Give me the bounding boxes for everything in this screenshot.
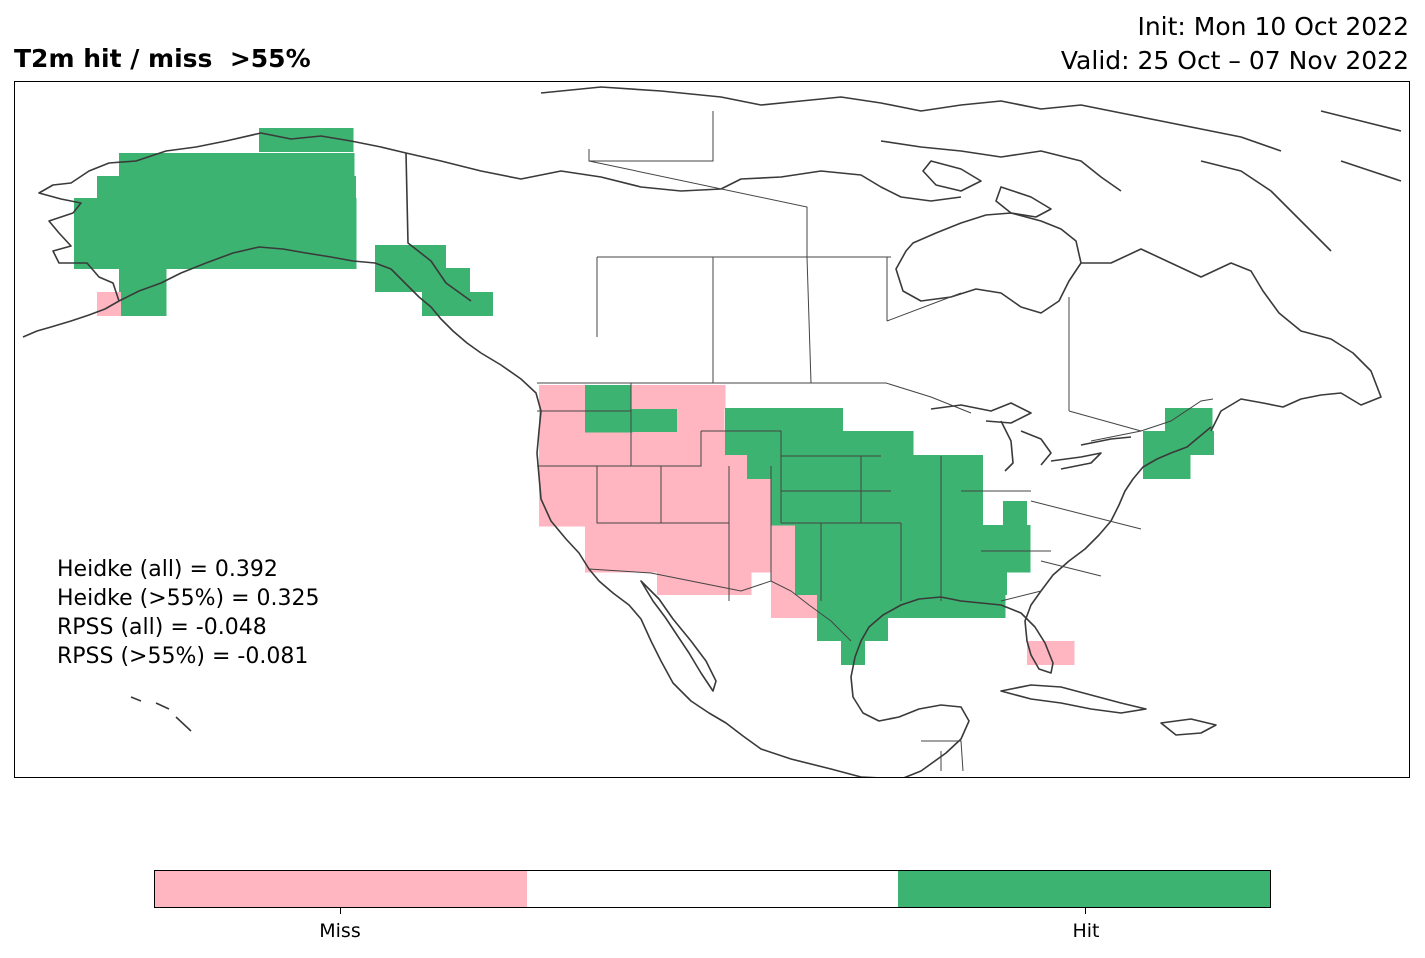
rpss-55: RPSS (>55%) = -0.081 [57, 644, 309, 669]
grid-cell-hit [375, 245, 446, 269]
grid-cell-hit [959, 455, 983, 479]
grid-cell-hit [841, 641, 865, 665]
map-title: T2m hit / miss >55% [14, 44, 311, 73]
colorbar-label-hit: Hit [1072, 920, 1100, 942]
grid-cell-hit [422, 292, 493, 316]
labrador-coast [1081, 248, 1382, 432]
colorbar-neutral-segment [526, 871, 899, 907]
grid-cell-hit [1143, 431, 1214, 455]
grid-cell-miss [609, 548, 633, 572]
rpss-all: RPSS (all) = -0.048 [57, 615, 267, 640]
grid-cell-hit [1003, 501, 1027, 525]
grid-cell-hit [585, 385, 633, 433]
map-panel [14, 81, 1410, 778]
us-states [537, 383, 1142, 602]
gulf-coast [850, 426, 1212, 777]
map-svg [22, 86, 1402, 777]
colorbar-tick-miss [340, 908, 341, 914]
borders [537, 111, 1214, 772]
colorbar-tick-hit [1085, 908, 1086, 914]
coastlines [22, 86, 1402, 777]
grid-cell-miss [747, 478, 771, 573]
canada-provinces [588, 111, 1142, 432]
grid-cell-miss [631, 385, 726, 409]
cuba [1000, 684, 1147, 714]
great-lakes [930, 402, 1132, 472]
alaska-coast [22, 132, 482, 354]
grid-cell-hit [817, 594, 1006, 618]
grid-cell-hit [1143, 455, 1191, 479]
us-mexico-border [588, 568, 852, 642]
grid-cell-hit [119, 153, 355, 177]
grid-cell-hit [725, 431, 914, 455]
alaska-canada-border [405, 152, 472, 302]
grid-cell-hit [1003, 548, 1027, 572]
grid-cell-hit [795, 525, 1031, 573]
grid-cell-hit [771, 478, 983, 526]
grid-cell-hit [259, 128, 354, 152]
heidke-all: Heidke (all) = 0.392 [57, 557, 278, 582]
canada-arctic-coast [405, 152, 962, 202]
colorbar-miss-segment [155, 871, 527, 907]
valid-period: Valid: 25 Oct – 07 Nov 2022 [1060, 46, 1409, 75]
hawaii [130, 696, 192, 732]
grid-cell-miss [771, 594, 819, 618]
grid-cell-hit [74, 198, 357, 269]
arctic-islands [540, 86, 1402, 252]
init-date: Init: Mon 10 Oct 2022 [1137, 12, 1409, 41]
skill-scores: Heidke (all) = 0.392 Heidke (>55%) = 0.3… [57, 555, 320, 671]
grid-cell-hit [119, 292, 167, 316]
baja-gulf [640, 580, 717, 692]
grid-cell-miss [563, 478, 775, 526]
central-america [921, 740, 964, 772]
grid-cell-miss [657, 571, 752, 595]
hudson-bay [895, 212, 1082, 314]
us-canada-border [537, 382, 1214, 442]
date-info: Init: Mon 10 Oct 2022 Valid: 25 Oct – 07… [1061, 10, 1409, 78]
colorbar-label-miss: Miss [319, 920, 361, 942]
colorbar [154, 870, 1271, 908]
hispaniola [1160, 718, 1217, 736]
heidke-55: Heidke (>55%) = 0.325 [57, 586, 320, 611]
colorbar-hit-segment [898, 871, 1271, 907]
grid-cell-hit [725, 408, 843, 432]
west-coast [480, 352, 878, 777]
grid-cell-hit [747, 455, 959, 479]
